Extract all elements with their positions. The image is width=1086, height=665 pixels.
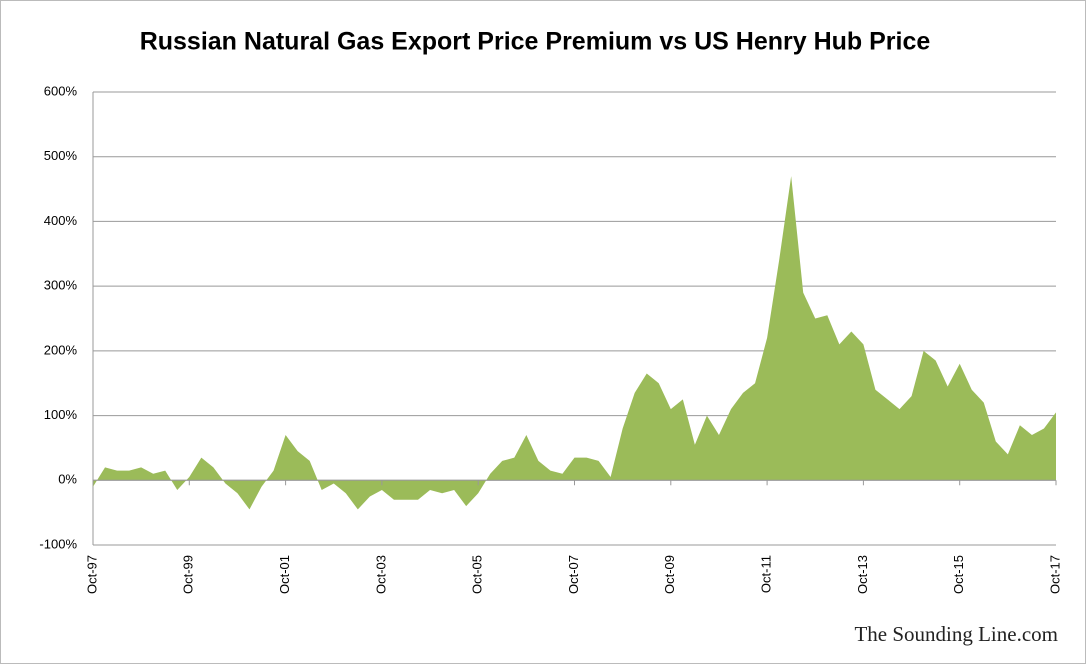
x-tick-label: Oct-15: [951, 555, 966, 594]
chart-title: Russian Natural Gas Export Price Premium…: [140, 28, 931, 56]
x-tick-label: Oct-09: [662, 555, 677, 594]
source-note: The Sounding Line.com: [854, 622, 1058, 646]
x-tick-label: Oct-01: [277, 555, 292, 594]
area: [93, 176, 1056, 510]
y-tick-label: 0%: [58, 472, 77, 487]
y-tick-label: 300%: [44, 278, 78, 293]
x-tick-label: Oct-03: [373, 555, 388, 594]
x-tick-label: Oct-07: [566, 555, 581, 594]
x-tick-label: Oct-17: [1047, 555, 1062, 594]
y-tick-label: 400%: [44, 213, 78, 228]
x-tick-label: Oct-13: [855, 555, 870, 594]
y-tick-label: -100%: [39, 536, 77, 551]
x-tick-label: Oct-97: [84, 555, 99, 594]
y-tick-label: 600%: [44, 83, 78, 98]
x-tick-label: Oct-05: [470, 555, 485, 594]
x-tick-label: Oct-99: [181, 555, 196, 594]
y-tick-label: 200%: [44, 342, 78, 357]
x-tick-label: Oct-11: [759, 555, 774, 593]
y-tick-label: 500%: [44, 148, 78, 163]
y-tick-label: 100%: [44, 407, 78, 422]
